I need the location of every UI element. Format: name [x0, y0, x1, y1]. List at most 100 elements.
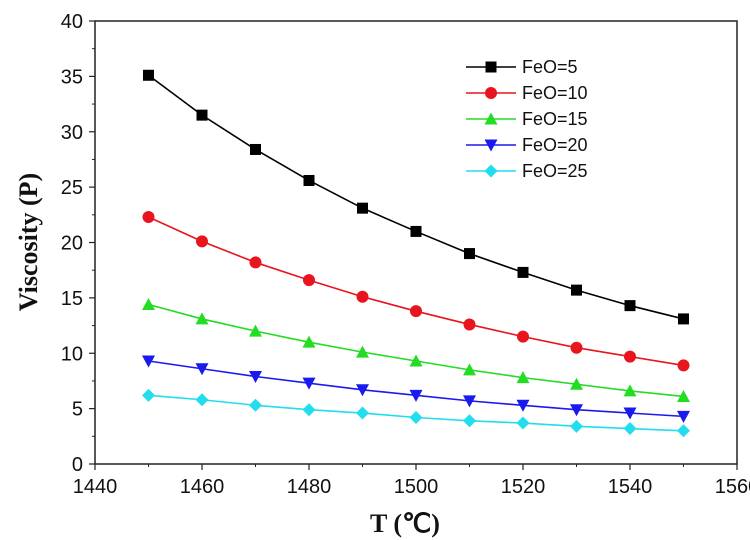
data-point [142, 298, 155, 311]
legend-marker [485, 61, 497, 73]
data-point [678, 313, 689, 325]
legend-item: FeO=20 [466, 135, 588, 155]
data-point [303, 174, 315, 186]
legend-marker [484, 139, 498, 152]
data-point [570, 404, 583, 417]
data-point [516, 416, 530, 430]
data-point [623, 384, 637, 397]
data-point [356, 345, 369, 358]
legend-marker [484, 112, 498, 125]
data-point [250, 143, 261, 155]
data-point [677, 424, 690, 438]
legend: FeO=5 FeO=10 FeO=15 FeO=20 FeO=25 [466, 57, 588, 181]
data-point [302, 335, 316, 348]
series-line [148, 303, 684, 398]
data-point [356, 384, 369, 397]
x-tick-label: 1460 [180, 476, 225, 498]
data-point [677, 389, 690, 402]
data-point [570, 419, 583, 433]
data-point [570, 341, 583, 354]
legend-label: FeO=10 [522, 83, 588, 103]
data-point [302, 377, 316, 390]
data-point [195, 393, 209, 407]
data-point [517, 330, 529, 343]
series-5 [142, 388, 690, 438]
y-tick-label: 10 [61, 343, 83, 365]
data-point [142, 355, 155, 368]
data-point [249, 324, 262, 337]
data-point [409, 354, 423, 367]
series-line [148, 360, 684, 418]
data-point [570, 377, 583, 390]
y-tick-label: 25 [61, 177, 83, 199]
y-tick-label: 0 [72, 454, 83, 476]
y-tick-label: 5 [72, 399, 83, 421]
data-point [624, 300, 636, 312]
x-axis-title: T (℃) [370, 509, 440, 538]
data-point [463, 414, 476, 428]
legend-marker [484, 164, 498, 178]
data-point [464, 248, 475, 260]
legend-label: FeO=15 [522, 109, 588, 129]
data-point [410, 305, 422, 318]
data-point [517, 266, 529, 278]
x-tick-label: 1480 [287, 476, 332, 498]
data-point [623, 407, 637, 420]
data-point [249, 256, 262, 269]
y-tick-label: 40 [61, 11, 83, 33]
data-point [409, 389, 423, 402]
y-tick-label: 15 [61, 288, 83, 310]
series-3 [142, 298, 690, 402]
data-point [195, 363, 209, 376]
y-tick-label: 20 [61, 233, 83, 255]
y-tick-label: 30 [61, 122, 83, 144]
y-tick-label: 35 [61, 66, 83, 88]
x-tick-label: 1440 [73, 476, 118, 498]
series-2 [142, 211, 690, 372]
legend-item: FeO=10 [466, 83, 588, 103]
series-line [148, 216, 684, 367]
y-axis-title: Viscosity (P) [14, 173, 43, 311]
data-point [516, 399, 530, 412]
x-tick-label: 1500 [394, 476, 439, 498]
data-point [463, 363, 476, 376]
data-point [410, 225, 422, 237]
data-point [516, 371, 530, 384]
series-line [148, 74, 684, 320]
data-point [249, 371, 262, 384]
data-point [249, 398, 262, 412]
plot-area: 1440146014801500152015401560051015202530… [61, 11, 750, 498]
data-point [623, 422, 637, 436]
legend-label: FeO=20 [522, 135, 588, 155]
x-tick-label: 1520 [501, 476, 546, 498]
data-point [356, 406, 369, 420]
data-point [302, 403, 316, 417]
data-point [142, 211, 155, 224]
data-point [196, 109, 208, 121]
data-point [463, 395, 476, 408]
data-point [142, 388, 155, 402]
series-4 [142, 355, 690, 423]
data-point [677, 410, 690, 423]
legend-item: FeO=15 [466, 109, 588, 129]
data-point [357, 202, 368, 214]
legend-label: FeO=25 [522, 161, 588, 181]
data-point [624, 350, 636, 363]
data-point [409, 410, 423, 424]
x-tick-label: 1540 [608, 476, 653, 498]
series-1 [143, 69, 689, 325]
legend-marker [485, 87, 497, 99]
data-point [463, 318, 476, 331]
data-point [303, 274, 315, 287]
data-point [356, 290, 369, 303]
legend-item: FeO=25 [466, 161, 588, 181]
legend-item: FeO=5 [466, 57, 578, 77]
data-point [195, 312, 209, 325]
data-point [571, 284, 582, 296]
data-point [196, 235, 208, 248]
data-point [143, 69, 154, 81]
legend-label: FeO=5 [522, 57, 578, 77]
data-point [677, 359, 690, 372]
